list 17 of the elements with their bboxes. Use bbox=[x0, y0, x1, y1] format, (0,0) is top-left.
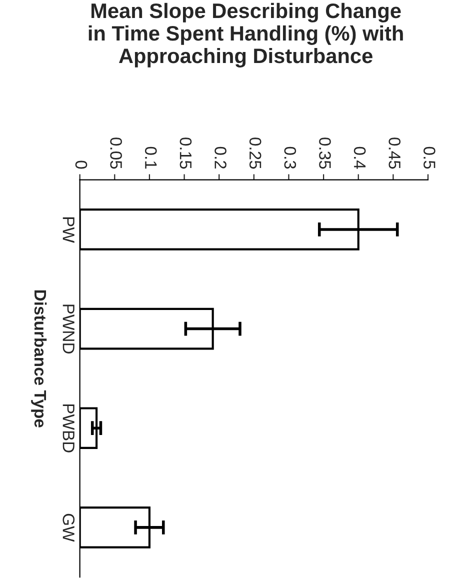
y-tick-label: PW bbox=[62, 217, 74, 243]
y-tick-label: PWBD bbox=[62, 404, 74, 452]
x-tick-label: 0.3 bbox=[284, 146, 296, 169]
x-tick-label: 0.15 bbox=[180, 138, 192, 169]
y-axis-title: Disturbance Type bbox=[31, 290, 47, 428]
x-tick-label: 0.1 bbox=[144, 146, 157, 169]
x-tick-label: 0.5 bbox=[424, 146, 436, 169]
x-tick-label: 0.2 bbox=[214, 146, 226, 169]
chart-title: Mean Slope Describing Change in Time Spent Handling (%) with Approaching Disturbance bbox=[88, 2, 403, 68]
x-tick-label: 0.45 bbox=[388, 138, 401, 169]
x-tick-label: 0 bbox=[75, 160, 88, 169]
x-tick-label: 0.35 bbox=[319, 138, 331, 169]
y-tick-label: GW bbox=[62, 514, 75, 542]
y-tick-label: PWND bbox=[62, 304, 74, 354]
x-tick-label: 0.4 bbox=[354, 146, 366, 169]
x-tick-label: 0.05 bbox=[110, 138, 122, 169]
x-tick-label: 0.25 bbox=[249, 138, 262, 169]
